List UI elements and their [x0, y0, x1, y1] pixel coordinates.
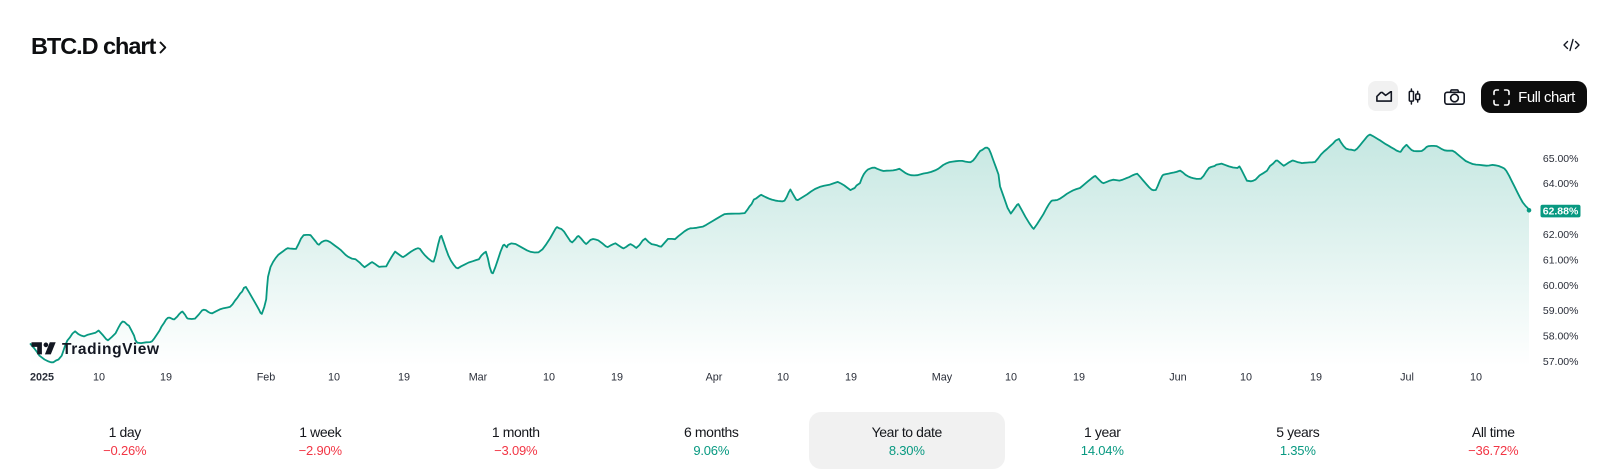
svg-text:58.00%: 58.00% [1543, 331, 1579, 343]
svg-text:19: 19 [1073, 372, 1085, 384]
svg-text:19: 19 [1310, 372, 1322, 384]
svg-text:2025: 2025 [30, 372, 54, 384]
svg-text:TradingView: TradingView [62, 341, 160, 358]
svg-text:10: 10 [93, 372, 105, 384]
svg-text:64.00%: 64.00% [1543, 178, 1579, 190]
svg-text:19: 19 [845, 372, 857, 384]
svg-text:10: 10 [543, 372, 555, 384]
svg-text:10: 10 [1005, 372, 1017, 384]
svg-text:62.00%: 62.00% [1543, 229, 1579, 241]
svg-text:Apr: Apr [706, 372, 723, 384]
svg-text:59.00%: 59.00% [1543, 305, 1579, 317]
svg-text:61.00%: 61.00% [1543, 254, 1579, 266]
svg-text:65.00%: 65.00% [1543, 153, 1579, 165]
svg-text:Jul: Jul [1400, 372, 1414, 384]
svg-text:May: May [932, 372, 953, 384]
svg-text:62.88%: 62.88% [1543, 205, 1579, 217]
svg-text:60.00%: 60.00% [1543, 280, 1579, 292]
svg-text:Mar: Mar [469, 372, 488, 384]
svg-text:19: 19 [160, 372, 172, 384]
svg-text:10: 10 [777, 372, 789, 384]
svg-text:Feb: Feb [257, 372, 276, 384]
svg-text:10: 10 [1240, 372, 1252, 384]
svg-text:57.00%: 57.00% [1543, 356, 1579, 368]
svg-text:10: 10 [328, 372, 340, 384]
svg-text:19: 19 [611, 372, 623, 384]
svg-text:Jun: Jun [1169, 372, 1186, 384]
svg-text:19: 19 [398, 372, 410, 384]
svg-text:10: 10 [1470, 372, 1482, 384]
